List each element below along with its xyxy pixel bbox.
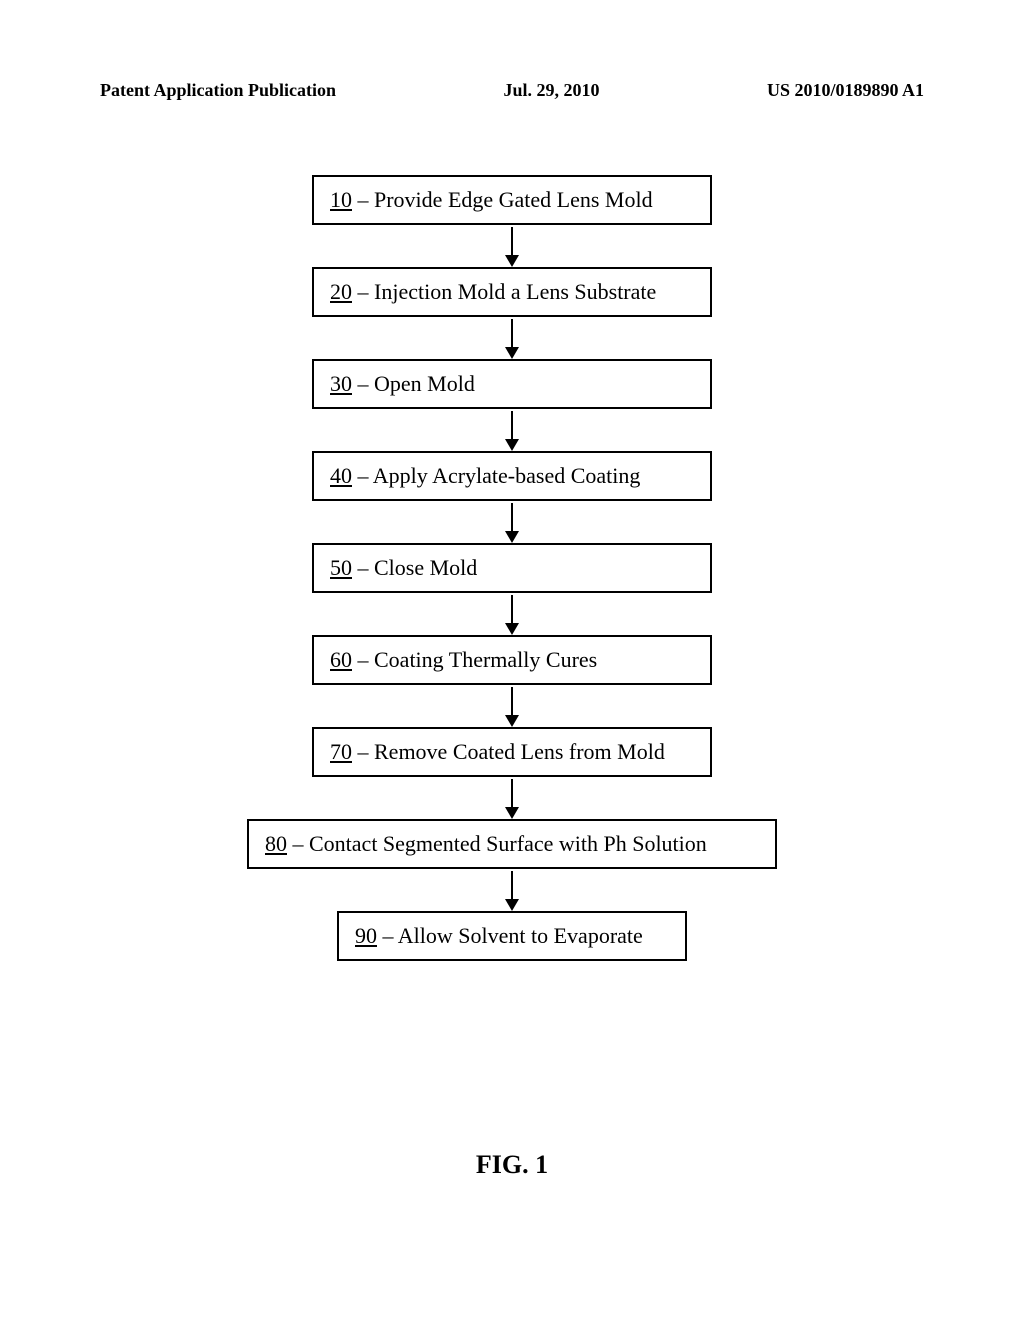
flowchart-step: 30 – Open Mold <box>312 359 712 409</box>
step-number: 30 <box>330 371 352 396</box>
arrow-down-icon <box>505 409 519 451</box>
step-text: – Close Mold <box>352 555 477 580</box>
arrow-down-icon <box>505 225 519 267</box>
flowchart-step: 20 – Injection Mold a Lens Substrate <box>312 267 712 317</box>
flowchart-step: 70 – Remove Coated Lens from Mold <box>312 727 712 777</box>
page-header: Patent Application Publication Jul. 29, … <box>0 80 1024 101</box>
header-right: US 2010/0189890 A1 <box>767 80 924 101</box>
header-left: Patent Application Publication <box>100 80 336 101</box>
step-number: 70 <box>330 739 352 764</box>
step-text: – Provide Edge Gated Lens Mold <box>352 187 653 212</box>
step-number: 90 <box>355 923 377 948</box>
header-center: Jul. 29, 2010 <box>503 80 599 101</box>
flowchart-step: 50 – Close Mold <box>312 543 712 593</box>
step-number: 60 <box>330 647 352 672</box>
arrow-down-icon <box>505 685 519 727</box>
arrow-down-icon <box>505 593 519 635</box>
figure-label: FIG. 1 <box>476 1150 548 1180</box>
step-number: 10 <box>330 187 352 212</box>
flowchart-step: 60 – Coating Thermally Cures <box>312 635 712 685</box>
step-number: 50 <box>330 555 352 580</box>
step-number: 80 <box>265 831 287 856</box>
arrow-down-icon <box>505 869 519 911</box>
arrow-down-icon <box>505 777 519 819</box>
flowchart-step: 40 – Apply Acrylate-based Coating <box>312 451 712 501</box>
flowchart-step: 80 – Contact Segmented Surface with Ph S… <box>247 819 777 869</box>
step-text: – Coating Thermally Cures <box>352 647 597 672</box>
step-text: – Open Mold <box>352 371 475 396</box>
flowchart-step: 10 – Provide Edge Gated Lens Mold <box>312 175 712 225</box>
step-text: – Remove Coated Lens from Mold <box>352 739 665 764</box>
step-text: – Allow Solvent to Evaporate <box>377 923 643 948</box>
arrow-down-icon <box>505 317 519 359</box>
step-number: 40 <box>330 463 352 488</box>
arrow-down-icon <box>505 501 519 543</box>
step-number: 20 <box>330 279 352 304</box>
step-text: – Contact Segmented Surface with Ph Solu… <box>287 831 707 856</box>
flowchart-container: 10 – Provide Edge Gated Lens Mold 20 – In… <box>247 175 777 961</box>
step-text: – Apply Acrylate-based Coating <box>352 463 640 488</box>
step-text: – Injection Mold a Lens Substrate <box>352 279 656 304</box>
flowchart-step: 90 – Allow Solvent to Evaporate <box>337 911 687 961</box>
